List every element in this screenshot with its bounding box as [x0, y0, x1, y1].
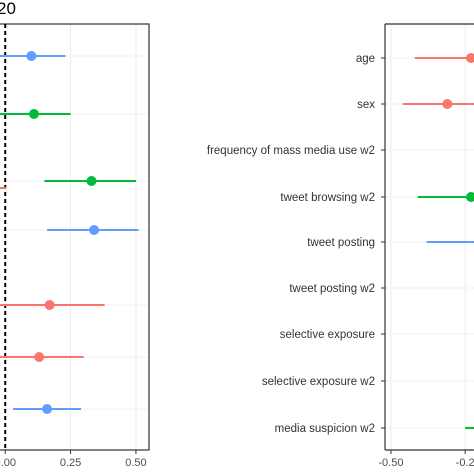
left-point [89, 225, 100, 235]
right-category-label: sex [357, 99, 375, 111]
left-point [34, 352, 45, 362]
left-point [44, 300, 55, 310]
right-category-label: selective exposure w2 [262, 376, 375, 388]
right-point [466, 53, 474, 63]
left-point [28, 109, 39, 119]
left-x-tick-label: 0.50 [125, 457, 146, 469]
right-category-label: tweet browsing w2 [280, 192, 375, 204]
right-category-label: frequency of mass media use w2 [207, 145, 375, 157]
right-category-label: selective exposure [280, 329, 375, 341]
left-panel: 0.00 0.25 0.50 20 [0, 0, 150, 469]
right-category-label: media suspicion w2 [275, 423, 375, 435]
right-point [442, 99, 453, 109]
left-point [26, 51, 37, 61]
right-x-tick-label: -0.2 [456, 457, 474, 469]
left-panel-border [0, 23, 150, 451]
left-x-tick-label: 0.00 [0, 457, 16, 469]
right-point [466, 192, 474, 202]
left-point [86, 176, 97, 186]
right-x-tick-label: -0.50 [378, 457, 403, 469]
right-category-label: tweet posting [307, 237, 375, 249]
right-panel: age sex frequency of mass media use w2 twee… [207, 23, 474, 469]
left-x-tick-label: 0.25 [60, 457, 81, 469]
right-category-label: age [356, 53, 375, 65]
left-point [42, 404, 53, 414]
right-category-label: tweet posting w2 [289, 283, 375, 295]
left-title-fragment: 20 [0, 0, 16, 18]
